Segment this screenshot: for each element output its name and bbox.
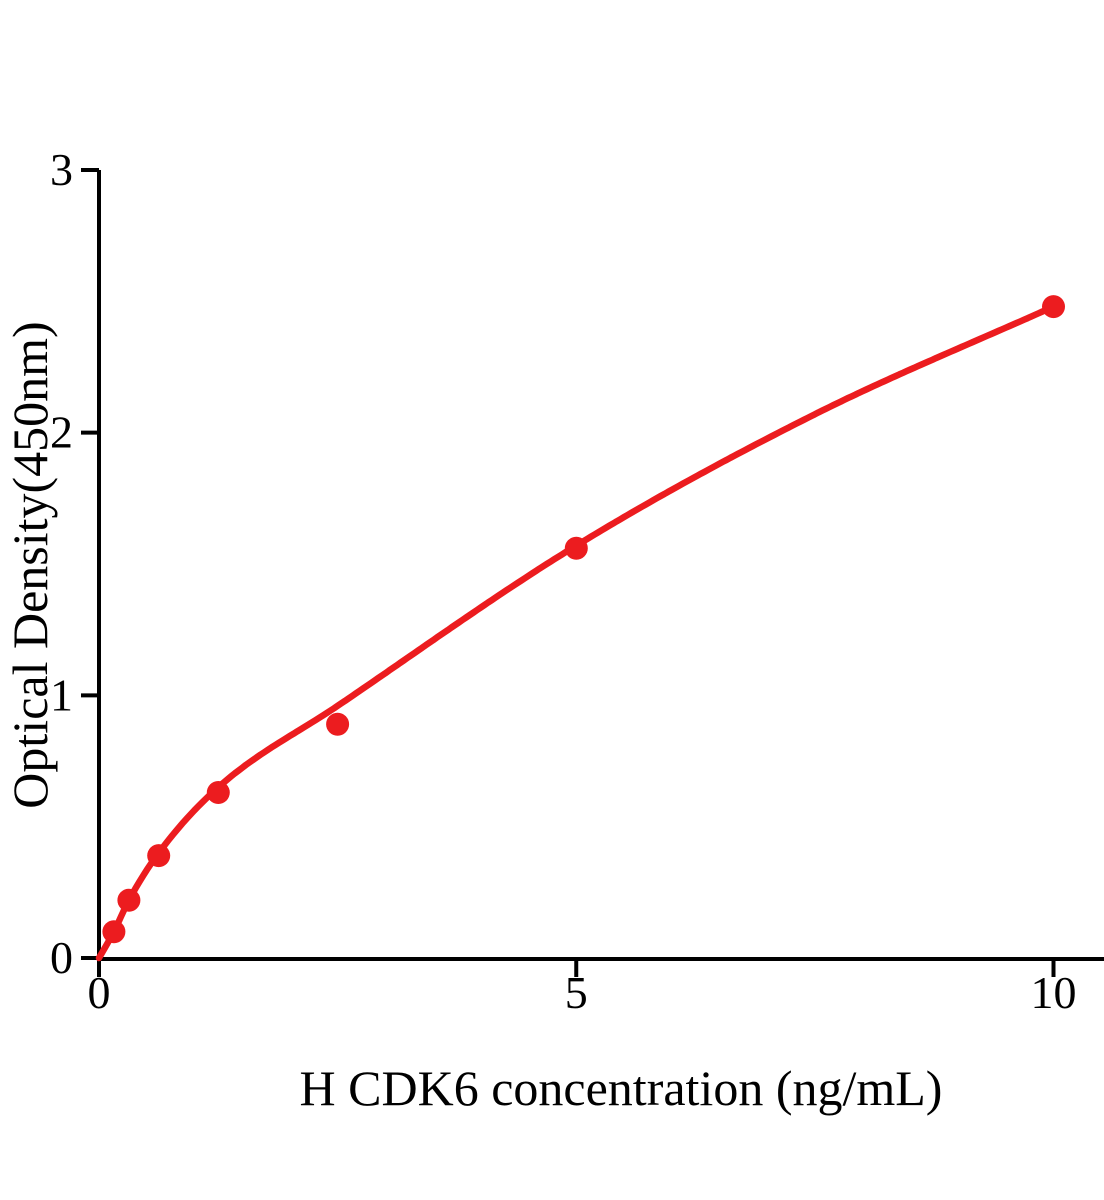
x-tick-label: 5 (565, 967, 588, 1018)
y-axis-title: Optical Density(450nm) (2, 321, 58, 809)
x-tick-label: 0 (88, 967, 111, 1018)
y-tick-label: 3 (50, 144, 73, 195)
x-tick-label: 10 (1031, 967, 1077, 1018)
data-point (117, 888, 141, 912)
y-tick-label: 1 (50, 669, 73, 720)
data-point (206, 781, 230, 804)
y-tick-label: 0 (50, 932, 73, 983)
data-point (147, 844, 171, 868)
data-point (564, 536, 588, 560)
data-point (102, 920, 126, 944)
data-point (1042, 295, 1065, 319)
fit-curve-line (95, 303, 1057, 962)
data-point (326, 712, 350, 736)
y-tick-label: 2 (50, 407, 73, 458)
x-axis-title: H CDK6 concentration (ng/mL) (299, 1060, 943, 1116)
